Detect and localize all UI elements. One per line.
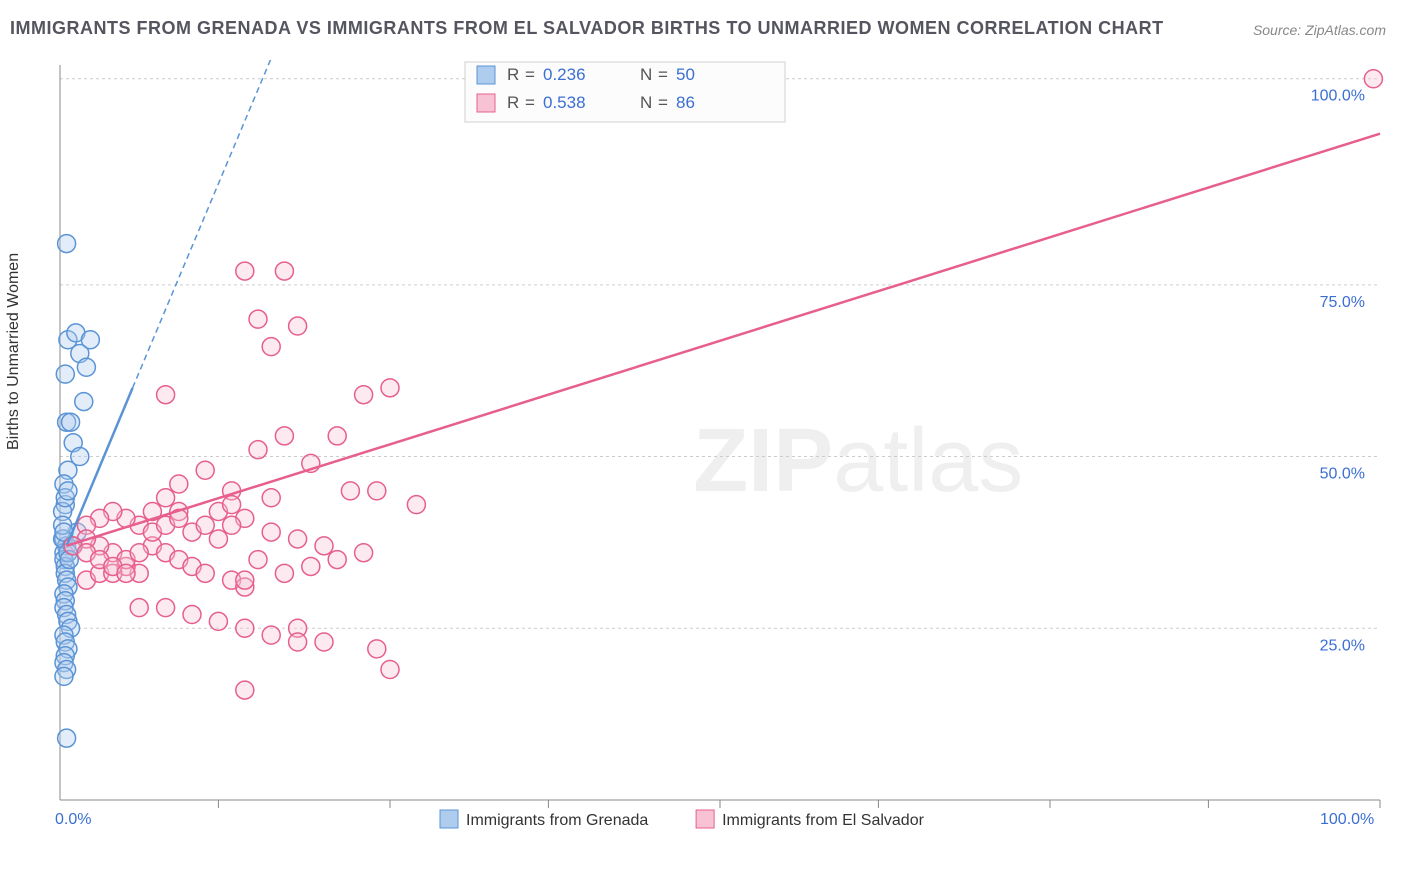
scatter-point: [407, 496, 425, 514]
chart-title: IMMIGRANTS FROM GRENADA VS IMMIGRANTS FR…: [10, 18, 1164, 39]
scatter-point: [130, 544, 148, 562]
legend-n-value: 50: [676, 65, 695, 84]
scatter-point: [170, 475, 188, 493]
scatter-point: [328, 551, 346, 569]
scatter-point: [381, 379, 399, 397]
scatter-point: [1364, 70, 1382, 88]
legend-eq: =: [525, 65, 535, 84]
legend-label: Immigrants from Grenada: [466, 812, 648, 829]
y-tick-label: 25.0%: [1320, 637, 1365, 654]
scatter-point: [262, 626, 280, 644]
legend-n-label: N: [640, 65, 652, 84]
legend-swatch: [696, 810, 714, 828]
scatter-point: [58, 235, 76, 253]
scatter-point: [315, 537, 333, 555]
chart-area: ZIPatlas 25.0% 50.0% 75.0% 100.0% 0.0% 100.0% R…: [50, 60, 1390, 830]
watermark: ZIPatlas: [693, 411, 1023, 511]
y-tick-label: 100.0%: [1311, 88, 1365, 105]
scatter-point: [368, 640, 386, 658]
scatter-point: [236, 619, 254, 637]
scatter-point: [315, 633, 333, 651]
legend-eq: =: [525, 93, 535, 112]
legend-r-label: R: [507, 93, 519, 112]
scatter-point: [262, 489, 280, 507]
legend-eq: =: [658, 65, 668, 84]
scatter-point: [328, 427, 346, 445]
scatter-point: [209, 612, 227, 630]
scatter-point: [355, 544, 373, 562]
scatter-point: [236, 681, 254, 699]
legend-swatch: [477, 94, 495, 112]
scatter-point: [81, 331, 99, 349]
scatter-point: [56, 365, 74, 383]
scatter-point: [62, 413, 80, 431]
legend-n-label: N: [640, 93, 652, 112]
scatter-point: [55, 667, 73, 685]
source-label: Source: ZipAtlas.com: [1253, 22, 1386, 38]
scatter-point: [249, 441, 267, 459]
scatter-point: [117, 564, 135, 582]
scatter-point: [289, 317, 307, 335]
legend-r-value: 0.236: [543, 65, 586, 84]
trend-line-dashed: [133, 60, 272, 388]
scatter-point: [289, 530, 307, 548]
scatter-point: [368, 482, 386, 500]
scatter-point: [209, 530, 227, 548]
scatter-point: [196, 461, 214, 479]
scatter-point: [236, 571, 254, 589]
scatter-point: [196, 516, 214, 534]
legend-eq: =: [658, 93, 668, 112]
scatter-point: [262, 338, 280, 356]
scatter-point: [236, 262, 254, 280]
legend-r-value: 0.538: [543, 93, 586, 112]
scatter-point: [223, 496, 241, 514]
scatter-point: [289, 633, 307, 651]
scatter-point: [75, 393, 93, 411]
legend-n-value: 86: [676, 93, 695, 112]
scatter-point: [381, 660, 399, 678]
scatter-point: [77, 358, 95, 376]
scatter-point: [262, 523, 280, 541]
scatter-point: [58, 729, 76, 747]
scatter-point: [275, 262, 293, 280]
scatter-point: [223, 516, 241, 534]
scatter-point: [355, 386, 373, 404]
scatter-point: [196, 564, 214, 582]
legend-label: Immigrants from El Salvador: [722, 812, 925, 829]
y-tick-label: 50.0%: [1320, 466, 1365, 483]
y-axis-label: Births to Unmarried Women: [5, 253, 23, 450]
scatter-point: [59, 482, 77, 500]
scatter-point: [157, 386, 175, 404]
scatter-point: [249, 310, 267, 328]
scatter-point: [341, 482, 359, 500]
scatter-point: [249, 551, 267, 569]
scatter-point: [302, 557, 320, 575]
scatter-point: [157, 489, 175, 507]
legend-r-label: R: [507, 65, 519, 84]
y-tick-label: 75.0%: [1320, 294, 1365, 311]
x-tick-label: 100.0%: [1320, 811, 1374, 828]
scatter-point: [275, 427, 293, 445]
scatter-point: [130, 599, 148, 617]
legend-swatch: [477, 66, 495, 84]
x-tick-label: 0.0%: [55, 811, 91, 828]
scatter-point: [157, 599, 175, 617]
scatter-point: [183, 606, 201, 624]
legend-swatch: [440, 810, 458, 828]
scatter-point: [275, 564, 293, 582]
scatter-chart: ZIPatlas 25.0% 50.0% 75.0% 100.0% 0.0% 100.0% R…: [50, 60, 1390, 830]
